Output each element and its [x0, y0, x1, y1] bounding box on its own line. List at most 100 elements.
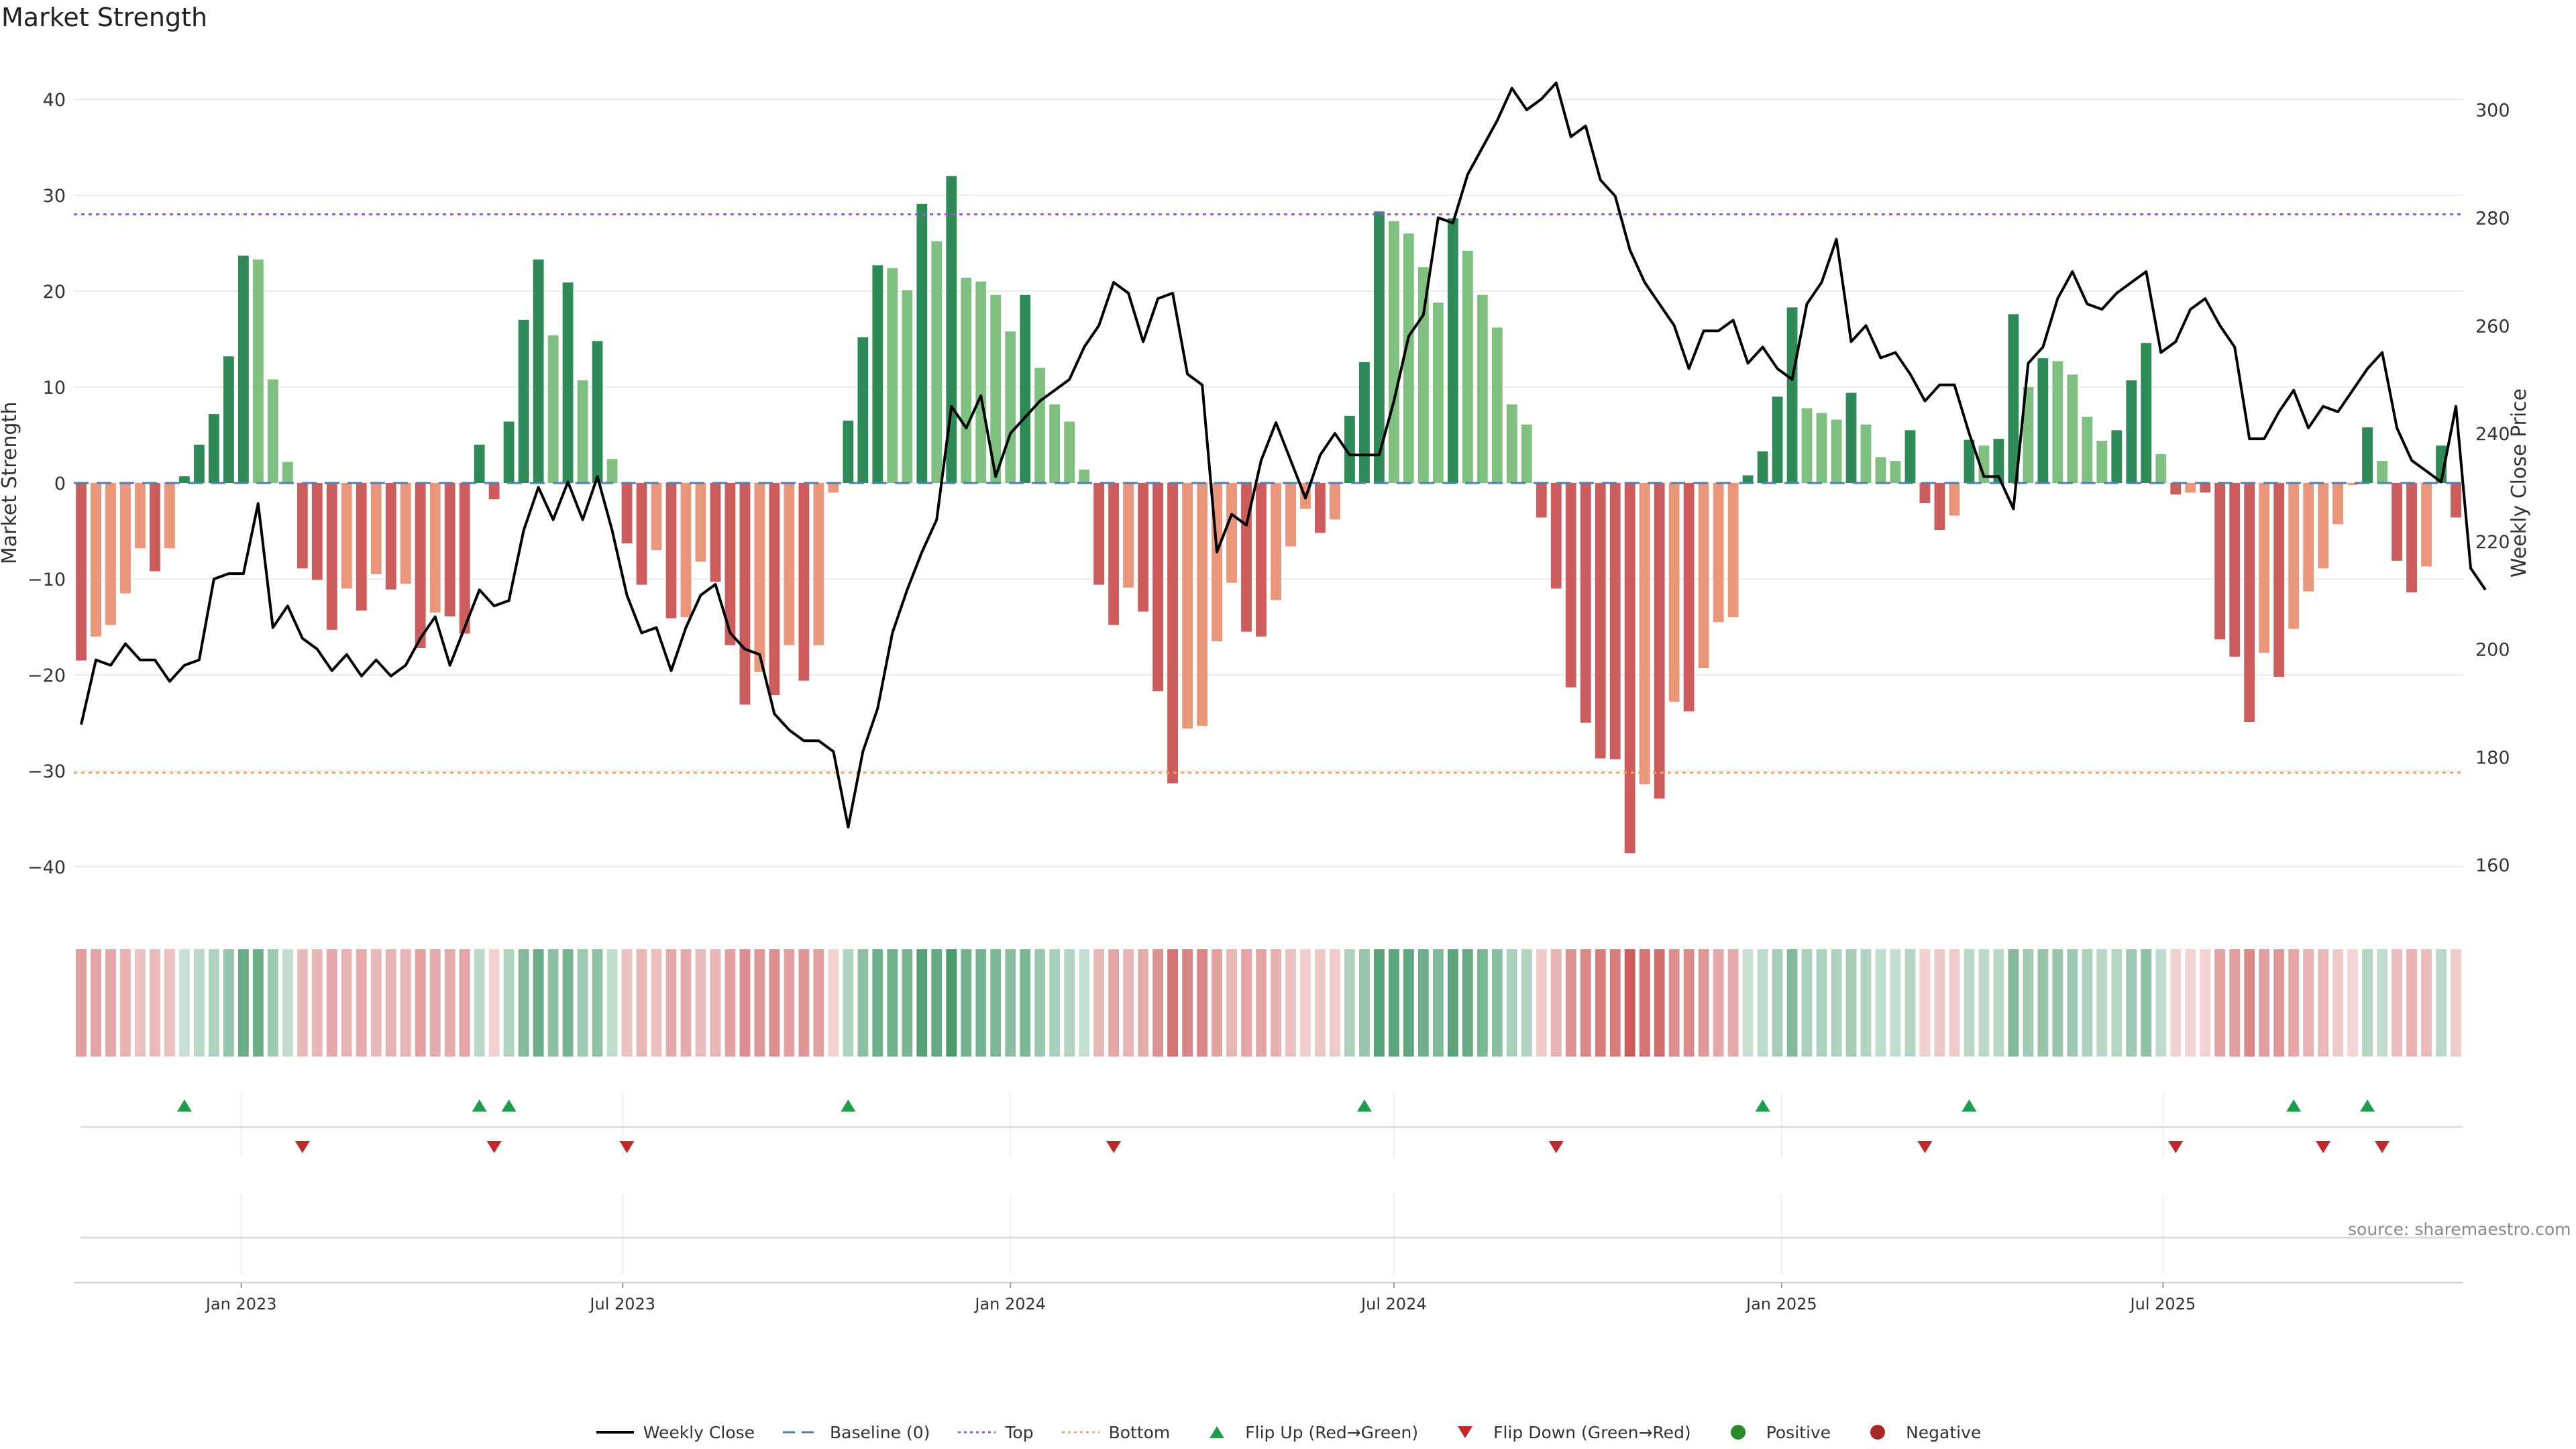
heat-cell	[1226, 949, 1237, 1057]
strength-bar	[2111, 430, 2123, 483]
heat-cell	[1536, 949, 1547, 1057]
heat-cell	[813, 949, 824, 1057]
strength-bar	[1241, 483, 1252, 632]
flip-down-marker	[2168, 1141, 2184, 1153]
strength-bar	[370, 483, 382, 574]
strength-bar	[2052, 361, 2063, 483]
strength-bar	[267, 379, 278, 483]
strength-bar	[1417, 267, 1429, 483]
strength-bar	[1786, 307, 1798, 483]
strength-bar	[1904, 430, 1916, 483]
heat-cell	[503, 949, 515, 1057]
heat-cell	[91, 949, 101, 1057]
strength-bar	[415, 483, 426, 648]
strength-bar	[2332, 483, 2344, 525]
strength-bar	[193, 444, 205, 483]
heat-cell	[1934, 949, 1945, 1057]
heat-cell	[784, 949, 795, 1057]
y-tick-label: 10	[43, 378, 66, 398]
heat-cell	[651, 949, 662, 1057]
heat-cell	[282, 949, 293, 1057]
y2-tick-label: 280	[2475, 208, 2510, 229]
heat-cell	[311, 949, 323, 1057]
strength-bar	[843, 421, 854, 483]
heat-cell	[341, 949, 352, 1057]
strength-bar	[1683, 483, 1695, 712]
strength-bar	[621, 483, 633, 544]
heat-cell	[1521, 949, 1532, 1057]
legend-item: Negative	[1858, 1422, 1981, 1442]
strength-bar	[282, 462, 293, 483]
heat-cell	[1049, 949, 1061, 1057]
strength-bar	[1226, 483, 1237, 583]
heat-cell	[135, 949, 146, 1057]
legend-item: Top	[957, 1422, 1034, 1442]
strength-bar	[1919, 483, 1931, 504]
heat-cell	[474, 949, 485, 1057]
y2-axis-label: Weekly Close Price	[2508, 388, 2531, 578]
strength-bar	[2377, 461, 2387, 483]
strength-bar	[356, 483, 367, 611]
strength-bar	[1698, 483, 1709, 669]
legend-swatch	[1730, 1425, 1746, 1440]
heat-cell	[1079, 949, 1090, 1057]
strength-bar	[223, 356, 234, 483]
strength-bar	[1860, 424, 1872, 483]
strength-bar	[1315, 483, 1326, 533]
strength-bar	[1964, 439, 1975, 483]
heat-cell	[754, 949, 765, 1057]
heat-cell	[208, 949, 219, 1057]
heat-cell	[1816, 949, 1827, 1057]
x-tick-label: Jul 2023	[588, 1295, 655, 1313]
heat-cell	[1609, 949, 1621, 1057]
strength-bar	[1668, 483, 1680, 702]
y2-tick-label: 180	[2475, 747, 2510, 768]
heat-cell	[1624, 949, 1635, 1057]
strength-bar	[754, 483, 765, 672]
strength-bar	[1020, 294, 1031, 483]
strength-bar	[237, 256, 249, 483]
strength-bar	[1256, 483, 1267, 637]
strength-bar	[798, 483, 810, 681]
heat-cell	[1786, 949, 1798, 1057]
legend-label: Positive	[1766, 1422, 1831, 1442]
y-tick-label: 20	[43, 282, 66, 303]
heat-cell	[1447, 949, 1458, 1057]
strength-bar	[1801, 408, 1813, 483]
flip-down-marker	[619, 1141, 635, 1153]
chart-title: Market Strength	[1, 3, 208, 32]
legend-label: Baseline (0)	[830, 1422, 930, 1442]
heat-cell	[902, 949, 913, 1057]
y-tick-label: −20	[28, 665, 66, 686]
strength-bar	[1093, 483, 1105, 585]
strength-bar	[1565, 483, 1576, 688]
heat-cell	[2214, 949, 2226, 1057]
heat-cell	[1388, 949, 1399, 1057]
strength-bar	[1624, 483, 1635, 854]
legend-label: Negative	[1906, 1422, 1982, 1442]
heat-cell	[1373, 949, 1385, 1057]
legend-item: Positive	[1718, 1422, 1831, 1442]
strength-bar	[2200, 483, 2211, 493]
flip-up-marker	[2286, 1099, 2302, 1112]
heat-cell	[680, 949, 692, 1057]
strength-bar	[2392, 483, 2402, 561]
strength-bar	[474, 444, 485, 483]
strength-bar	[916, 203, 928, 483]
strength-bar	[1182, 483, 1193, 729]
y-tick-label: −30	[28, 761, 66, 782]
heat-cell	[2008, 949, 2019, 1057]
strength-bar	[150, 483, 160, 572]
source-note: source: sharemaestro.com	[2348, 1220, 2571, 1239]
heat-cell	[577, 949, 588, 1057]
heat-cell	[2052, 949, 2063, 1057]
strength-bar	[1079, 469, 1090, 483]
strength-bar	[120, 483, 131, 594]
strength-bar	[2082, 417, 2093, 483]
strength-bar	[961, 277, 972, 483]
strength-bar	[1034, 368, 1046, 483]
x-tick-label: Jan 2023	[205, 1295, 277, 1313]
heat-cell	[1020, 949, 1031, 1057]
heat-cell	[2392, 949, 2402, 1057]
